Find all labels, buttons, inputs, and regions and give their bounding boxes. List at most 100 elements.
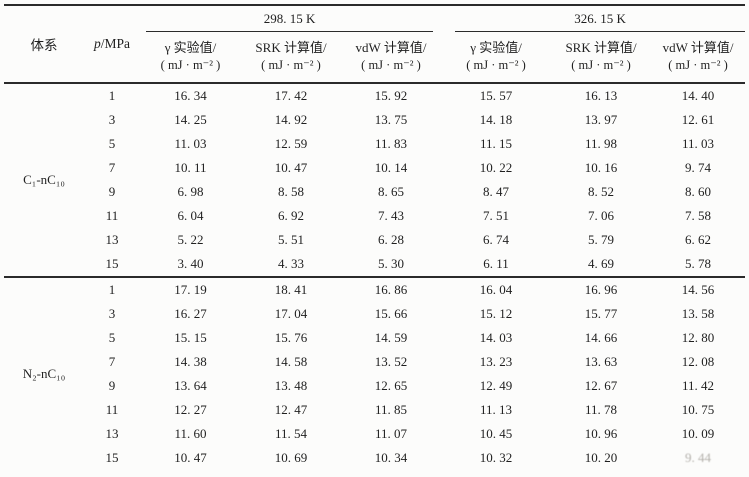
col-unit: ( mJ · m⁻² ) (571, 58, 631, 72)
value-cell: 15. 77 (584, 306, 618, 321)
value-cell: 13. 75 (374, 112, 408, 127)
temp-group-326: 326. 15 K (441, 5, 746, 32)
value-cell: 5. 78 (685, 256, 712, 271)
value-cell: 16. 34 (174, 88, 207, 103)
value-cell: 6. 74 (483, 232, 510, 247)
pressure-cell: 5 (108, 330, 116, 345)
pressure-cell: 7 (108, 160, 116, 175)
value-cell: 13. 97 (584, 112, 618, 127)
value-cell: 8. 60 (685, 184, 712, 199)
column-header-row: γ 实验值/( mJ · m⁻² ) SRK 计算值/( mJ · m⁻² ) … (4, 32, 745, 83)
header-srk-326: SRK 计算值/ ( mJ · m⁻² ) (551, 32, 651, 83)
value-cell: 5. 79 (588, 232, 615, 247)
col-unit: ( mJ · m⁻² ) (361, 58, 421, 72)
value-cell: 6. 62 (685, 232, 712, 247)
value-cell: 10. 75 (681, 402, 715, 417)
value-cell: 12. 65 (374, 378, 408, 393)
value-cell: 11. 13 (480, 402, 513, 417)
table-row: 3 14. 25 14. 92 13. 75 14. 18 13. 97 12. 61 (4, 108, 745, 132)
col-unit: ( mJ · m⁻² ) (261, 58, 321, 72)
value-cell: 16. 27 (174, 306, 207, 321)
col-unit: ( mJ · m⁻² ) (668, 58, 728, 72)
value-cell: 6. 11 (483, 256, 509, 271)
value-cell: 13. 58 (681, 306, 715, 321)
value-cell: 14. 38 (174, 354, 207, 369)
value-cell: 14. 25 (174, 112, 207, 127)
value-cell: 11. 42 (682, 378, 715, 393)
header-srk-298: SRK 计算值/ ( mJ · m⁻² ) (241, 32, 341, 83)
header-gamma-exp-326: γ 实验值/ ( mJ · m⁻² ) (441, 32, 551, 83)
col-unit: ( mJ · m⁻² ) (160, 58, 221, 72)
table-row: N₂-nC₁₀ 1 17. 19 18. 41 16. 86 16. 04 16. 96 14… (4, 277, 745, 381)
value-cell: 12. 67 (584, 378, 618, 393)
value-cell: 15. 92 (374, 88, 408, 103)
value-cell: 15. 76 (274, 330, 308, 345)
pressure-cell: 7 (108, 354, 116, 369)
value-cell: 10. 14 (374, 160, 408, 175)
value-cell: 14. 18 (479, 112, 513, 127)
value-cell: 9. 74 (685, 160, 712, 175)
pressure-cell: 3 (108, 112, 116, 127)
value-cell: 12. 61 (681, 112, 715, 127)
temp-label-298: 298. 15 K (146, 6, 434, 32)
temp-group-298: 298. 15 K (140, 5, 441, 32)
value-cell: 12. 80 (681, 330, 715, 345)
pressure-cell: 5 (108, 136, 116, 151)
value-cell: 11. 15 (480, 136, 513, 151)
pressure-cell: 9 (108, 378, 116, 393)
value-cell: 16. 04 (479, 282, 513, 297)
value-cell: 12. 27 (174, 402, 207, 417)
value-cell: 5. 22 (177, 232, 204, 247)
value-cell: 11. 03 (682, 136, 715, 151)
value-cell: 14. 59 (374, 330, 408, 345)
value-cell: 10. 34 (374, 450, 408, 465)
value-cell: 14. 56 (681, 282, 715, 297)
col-label: γ 实验值/ (470, 40, 522, 55)
value-cell: 13. 63 (584, 354, 618, 369)
value-cell: 15. 57 (479, 88, 513, 103)
value-cell: 6. 04 (177, 208, 204, 223)
value-cell: 12. 49 (479, 378, 513, 393)
value-cell: 11. 60 (174, 426, 207, 441)
value-cell: 6. 92 (278, 208, 304, 223)
value-cell: 10. 47 (274, 160, 308, 175)
value-cell: 17. 42 (274, 88, 308, 103)
value-cell: 14. 92 (274, 112, 308, 127)
pressure-cell: 11 (105, 208, 119, 223)
pressure-cell: 11 (105, 402, 119, 417)
pressure-cell: 1 (108, 88, 116, 103)
pressure-cell: 3 (108, 306, 116, 321)
table-row: 5 15. 15 15. 76 14. 59 14. 03 14. 66 12. 80 (4, 326, 745, 350)
table-row: 15 10. 47 10. 69 10. 34 10. 32 10. 20 9. 44 (4, 446, 745, 470)
value-cell: 10. 11 (174, 160, 207, 175)
section-n2-nc10: N₂-nC₁₀ 1 17. 19 18. 41 16. 86 16. 04 16. 96 14… (4, 277, 745, 470)
value-cell: 12. 59 (274, 136, 308, 151)
value-cell: 11. 85 (374, 402, 408, 417)
pressure-cell: 13 (105, 232, 119, 247)
table-row: 3 16. 27 17. 04 15. 66 15. 12 15. 77 13. 58 (4, 302, 745, 326)
value-cell: 3. 40 (177, 256, 204, 271)
value-cell: 12. 08 (681, 354, 715, 369)
value-cell: 10. 22 (479, 160, 513, 175)
value-cell: 16. 96 (584, 282, 618, 297)
value-cell: 8. 47 (483, 184, 510, 199)
pressure-symbol: p (93, 36, 101, 51)
value-cell: 11. 54 (274, 426, 308, 441)
table-header: 体系 p/MPa 298. 15 K 326. 15 K γ 实验值/ ( mJ … (4, 5, 746, 83)
value-cell: 10. 45 (479, 426, 513, 441)
value-cell: 8. 58 (278, 184, 304, 199)
temperature-header-row: 体系 p/MPa 298. 15 K 326. 15 K (4, 5, 746, 53)
table-row: 13 11. 60 11. 54 11. 07 10. 45 10. 96 10. 09 (4, 422, 745, 446)
table-row: 7 10. 11 10. 47 10. 14 10. 22 10. 16 9. 74 (4, 156, 745, 180)
pressure-cell: 15 (105, 450, 119, 465)
value-cell: 14. 66 (584, 330, 618, 345)
value-cell: 10. 32 (479, 450, 513, 465)
table-row: 13 5. 22 5. 51 6. 28 6. 74 5. 79 6. 62 (4, 228, 745, 252)
col-label: SRK 计算值/ (565, 40, 637, 55)
system-label-n2-nc10: N₂-nC₁₀ (22, 366, 66, 381)
value-cell: 17. 04 (274, 306, 308, 321)
table-row: C₁-nC₁₀ 1 16. 34 17. 42 15. 92 15. 57 16. 13 14… (4, 83, 745, 187)
value-cell: 13. 52 (374, 354, 408, 369)
pressure-cell: 1 (108, 282, 116, 297)
value-cell: 4. 33 (278, 256, 304, 271)
